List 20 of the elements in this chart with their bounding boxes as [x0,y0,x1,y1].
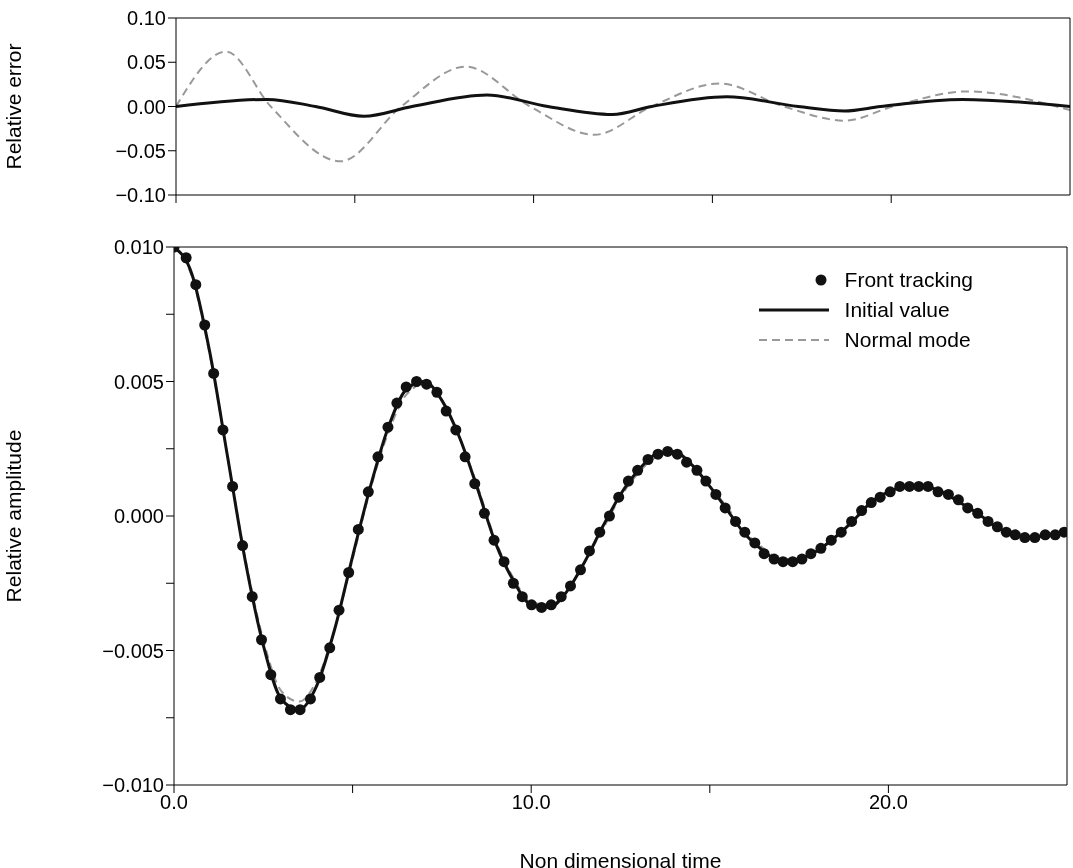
legend-label: Initial value [844,297,950,323]
x-tick-label: 20.0 [868,791,908,814]
line-series [176,93,1070,118]
y-tick-label: −0.005 [102,639,164,662]
line-series [176,50,1070,163]
y-axis-title: Relative amplitude [2,429,26,603]
y-tick-label: 0.00 [127,95,166,118]
y-axis-title: Relative error [2,43,26,170]
y-tick-label: 0.005 [113,370,164,393]
x-axis-title: Non dimensional time [519,849,722,868]
x-tick-label: 10.0 [511,791,551,814]
y-tick-label: 0.000 [113,505,164,528]
legend-label: Normal mode [844,327,971,353]
y-tick-label: 0.10 [127,7,166,30]
legend-label: Front tracking [844,267,973,293]
y-tick-label: 0.05 [127,51,166,74]
y-tick-label: −0.05 [115,139,166,162]
x-tick-label: 0.0 [160,791,188,814]
y-tick-label: −0.10 [115,184,166,207]
y-tick-label: 0.010 [113,236,164,259]
